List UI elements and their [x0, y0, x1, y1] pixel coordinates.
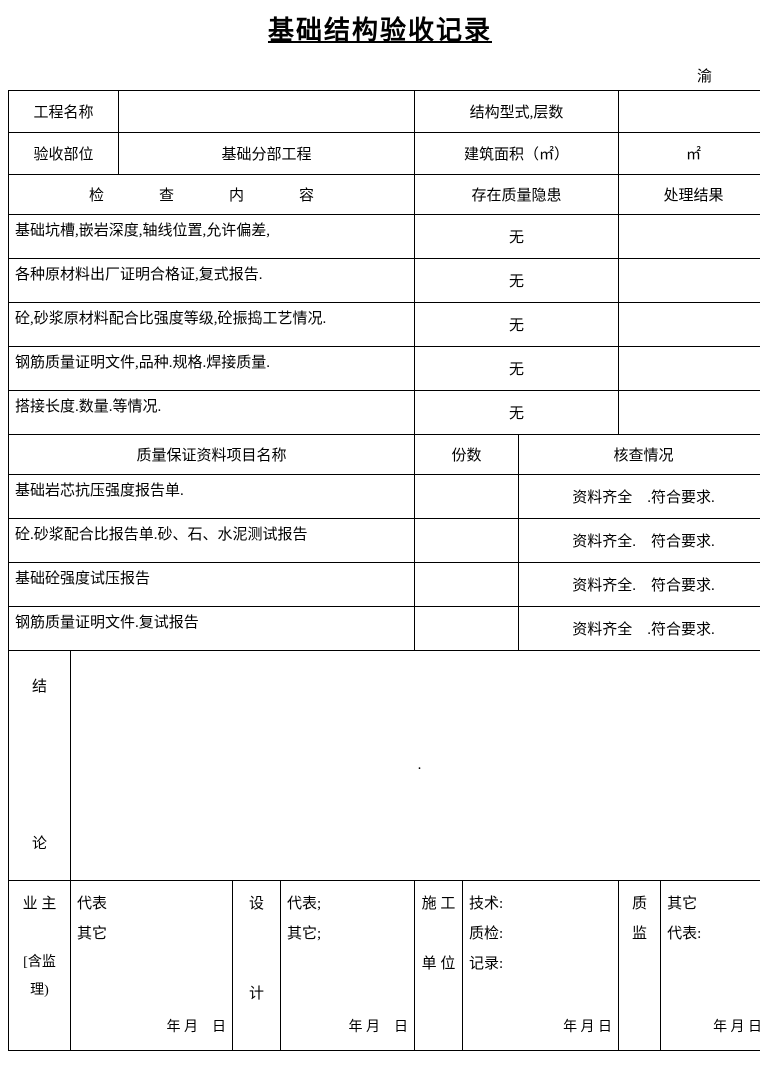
sec2-row1-count [415, 519, 519, 563]
sec1-col1: 检 查 内 容 [9, 175, 415, 215]
value-struct-type [619, 91, 760, 133]
sec1-row1-hazard: 无 [415, 259, 619, 303]
sig-const-label: 施 工 单 位 [415, 881, 463, 1051]
sec1-row0-content: 基础坑槽,嵌岩深度,轴线位置,允许偏差, [9, 215, 415, 259]
sig-const-line1: 技术: [469, 889, 612, 919]
conclusion-label-1: 结 [15, 661, 64, 714]
value-accept-part: 基础分部工程 [119, 133, 415, 175]
sec2-row3-name: 钢筋质量证明文件.复试报告 [9, 607, 415, 651]
label-struct-type: 结构型式,层数 [415, 91, 619, 133]
sec2-row0-check: 资料齐全 .符合要求. [519, 475, 760, 519]
sec1-row0-result [619, 215, 760, 259]
sec1-row1-content: 各种原材料出厂证明合格证,复式报告. [9, 259, 415, 303]
sig-owner-label-1: 业 主 [15, 889, 64, 919]
sig-const-line3: 记录: [469, 949, 612, 979]
sec2-row3-count [415, 607, 519, 651]
sig-qa-label: 质 监 [619, 881, 661, 1051]
sec1-row4-hazard: 无 [415, 391, 619, 435]
sig-design-label: 设 计 [233, 881, 281, 1051]
main-table: 工程名称 结构型式,层数 验收部位 基础分部工程 建筑面积（㎡） ㎡ 检 查 内… [8, 90, 760, 1051]
sig-qa-body: 其它 代表: 年 月 日 [661, 881, 760, 1051]
sig-owner-line1: 代表 [77, 889, 226, 919]
top-tag: 渝 [8, 65, 752, 86]
sec1-row2-content: 砼,砂浆原材料配合比强度等级,砼振捣工艺情况. [9, 303, 415, 347]
value-project-name [119, 91, 415, 133]
sig-design-line2: 其它; [287, 919, 408, 949]
sec1-row1-result [619, 259, 760, 303]
sec2-col3: 核查情况 [519, 435, 760, 475]
sec2-col1: 质量保证资料项目名称 [9, 435, 415, 475]
sig-qa-line1: 其它 [667, 889, 760, 919]
sec2-row2-check: 资料齐全. 符合要求. [519, 563, 760, 607]
sig-const-label-2: 单 位 [421, 949, 456, 979]
sec1-row3-result [619, 347, 760, 391]
sec1-row2-result [619, 303, 760, 347]
sig-design-date: 年 月 日 [349, 1014, 409, 1042]
sig-qa-date: 年 月 日 [713, 1014, 760, 1042]
sig-owner-label: 业 主 [含监理) [9, 881, 71, 1051]
sec2-row0-count [415, 475, 519, 519]
sig-design-label-1: 设 [239, 889, 274, 919]
sec1-row0-hazard: 无 [415, 215, 619, 259]
sig-owner-body: 代表 其它 年 月 日 [71, 881, 233, 1051]
sec1-row3-content: 钢筋质量证明文件,品种.规格.焊接质量. [9, 347, 415, 391]
sig-const-date: 年 月 日 [563, 1014, 612, 1042]
sig-const-body: 技术: 质检: 记录: 年 月 日 [463, 881, 619, 1051]
sec1-col2: 存在质量隐患 [415, 175, 619, 215]
value-area: ㎡ [619, 133, 760, 175]
page-title: 基础结构验收记录 [8, 10, 752, 47]
sec1-row2-hazard: 无 [415, 303, 619, 347]
sig-owner-line2: 其它 [77, 919, 226, 949]
sig-const-line2: 质检: [469, 919, 612, 949]
sec2-row1-name: 砼.砂浆配合比报告单.砂、石、水泥测试报告 [9, 519, 415, 563]
sec1-col3: 处理结果 [619, 175, 760, 215]
conclusion-content: . [71, 651, 760, 881]
sec2-col2: 份数 [415, 435, 519, 475]
sec1-row4-result [619, 391, 760, 435]
sig-const-label-1: 施 工 [421, 889, 456, 919]
sig-design-body: 代表; 其它; 年 月 日 [281, 881, 415, 1051]
sec2-row2-name: 基础砼强度试压报告 [9, 563, 415, 607]
sig-design-line1: 代表; [287, 889, 408, 919]
label-area: 建筑面积（㎡） [415, 133, 619, 175]
sig-owner-date: 年 月 日 [167, 1014, 227, 1042]
sec1-row4-content: 搭接长度.数量.等情况. [9, 391, 415, 435]
sec2-row2-count [415, 563, 519, 607]
label-accept-part: 验收部位 [9, 133, 119, 175]
sec2-row3-check: 资料齐全 .符合要求. [519, 607, 760, 651]
conclusion-label-2: 论 [15, 818, 64, 871]
sec2-row1-check: 资料齐全. 符合要求. [519, 519, 760, 563]
sec1-row3-hazard: 无 [415, 347, 619, 391]
sig-design-label-2: 计 [239, 979, 274, 1009]
conclusion-label: 结 论 [9, 651, 71, 881]
sig-qa-line2: 代表: [667, 919, 760, 949]
sig-owner-label-2: [含监理) [15, 949, 64, 1005]
sec2-row0-name: 基础岩芯抗压强度报告单. [9, 475, 415, 519]
label-project-name: 工程名称 [9, 91, 119, 133]
